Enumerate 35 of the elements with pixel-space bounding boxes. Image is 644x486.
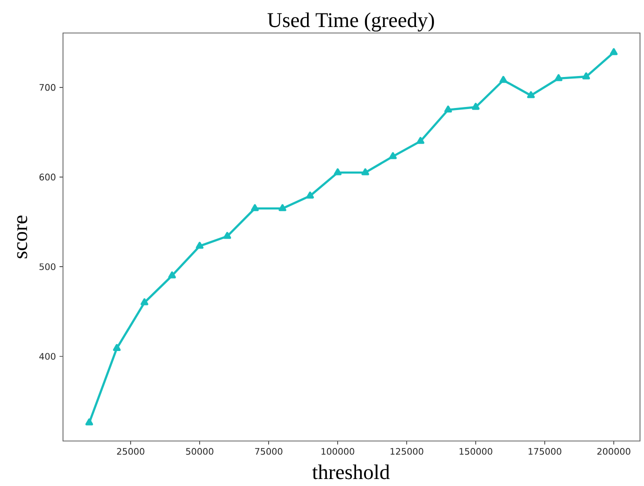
point (223, 232, 232, 239)
y-tick-label: 600 (40, 174, 56, 180)
x-tick-label: 50000 (186, 448, 214, 455)
point (582, 72, 590, 80)
point (610, 48, 618, 56)
chart-title: Used Time (greedy) (268, 12, 434, 32)
point (278, 204, 286, 212)
point (140, 298, 148, 306)
point (168, 271, 176, 278)
point (472, 102, 480, 110)
point (361, 168, 370, 176)
point (251, 204, 259, 212)
point (196, 242, 204, 249)
x-tick-label: 25000 (117, 448, 144, 455)
x-tick-label: 175000 (528, 448, 562, 455)
y-tick-label: 500 (40, 263, 56, 270)
point (444, 106, 452, 113)
point (112, 344, 121, 351)
x-tick-label: 150000 (460, 448, 492, 455)
y-axis-title: score (17, 216, 28, 258)
point (554, 74, 562, 82)
point (85, 418, 94, 426)
y-tick-label: 400 (39, 352, 56, 360)
point (306, 192, 314, 199)
point (499, 76, 508, 83)
y-tick-label: 700 (40, 84, 56, 91)
x-tick-label: 200000 (597, 448, 630, 455)
x-tick-label: 100000 (322, 448, 354, 455)
point (527, 91, 535, 98)
point (416, 136, 424, 144)
point (389, 152, 397, 160)
x-axis-title: threshold (312, 464, 390, 480)
x-tick-label: 75000 (255, 448, 282, 455)
x-tick-label: 125000 (390, 448, 424, 455)
point (334, 168, 342, 176)
